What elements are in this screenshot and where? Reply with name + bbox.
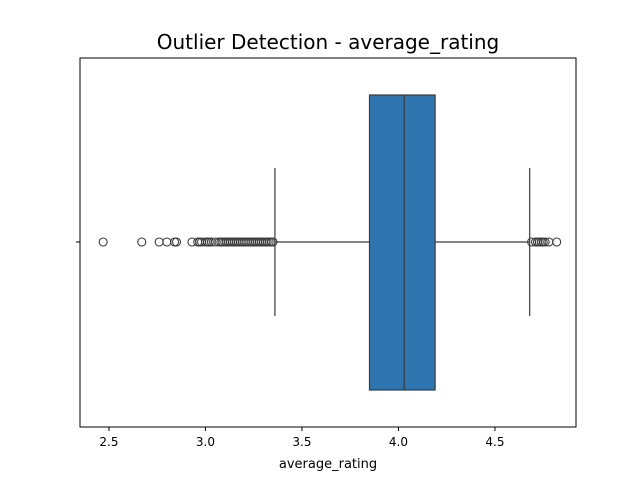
x-tick-label: 2.5 (99, 435, 118, 449)
box-plot-marks (98, 94, 562, 391)
x-tick-label: 4.5 (485, 435, 504, 449)
outlier-point (137, 237, 147, 247)
outlier-point (98, 237, 108, 247)
outlier-point (540, 237, 550, 247)
outlier-point (171, 237, 182, 247)
x-tick-label: 3.0 (196, 435, 215, 449)
x-axis-label: average_rating (279, 457, 377, 472)
outlier-point (268, 237, 278, 247)
outlier-point (154, 237, 164, 247)
outlier-point (170, 237, 180, 247)
x-axis: 2.5 3.0 3.5 4.0 4.5 (99, 427, 504, 449)
chart-title: Outlier Detection - average_rating (157, 30, 499, 54)
outlier-point (162, 237, 172, 247)
outlier-point (552, 237, 562, 247)
x-tick-label: 4.0 (389, 435, 408, 449)
iqr-box (368, 94, 436, 391)
x-tick-label: 3.5 (292, 435, 311, 449)
